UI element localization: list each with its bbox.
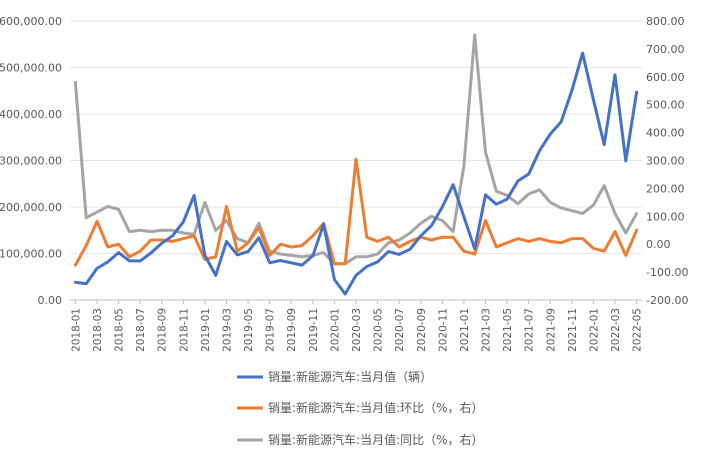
x-axis-tick-label: 2019-07: [265, 308, 277, 352]
left-axis-tick-label: 100,000.00: [0, 248, 62, 261]
right-axis-tick-label: 700.00: [646, 43, 685, 56]
x-axis-tick-label: 2020-07: [394, 308, 406, 352]
x-axis-tick-label: 2018-05: [114, 308, 126, 352]
legend: 销量:新能源汽车:当月值（辆） 销量:新能源汽车:当月值:环比（%，右） 销量:新能…: [237, 369, 484, 447]
right-axis-ticks: -200.00 -100.00 0.00 100.00 200.00 300.00 400.…: [646, 15, 688, 307]
x-axis-tick-label: 2019-09: [286, 308, 298, 352]
series-line-2: [73, 157, 639, 267]
left-axis-tick-label: 0.00: [38, 294, 63, 307]
x-axis-tick-label: 2018-09: [157, 308, 169, 352]
right-axis-tick-label: 500.00: [646, 99, 685, 112]
x-axis-tick-label: 2021-05: [502, 308, 514, 352]
gridlines: [70, 20, 642, 301]
right-axis-tick-label: 300.00: [646, 155, 685, 168]
x-axis-tick-label: 2020-01: [329, 308, 341, 352]
x-axis-tick-label: 2018-11: [178, 308, 190, 352]
left-axis-tick-label: 300,000.00: [0, 155, 62, 168]
x-axis-tick-label: 2021-03: [481, 308, 493, 352]
x-axis-tick-label: 2020-05: [373, 308, 385, 352]
left-axis-tick-label: 400,000.00: [0, 108, 62, 121]
series-lines: [73, 33, 639, 296]
x-axis-tick-label: 2019-03: [221, 308, 233, 352]
x-axis-tick-label: 2021-01: [459, 308, 471, 352]
left-axis-tick-label: 600,000.00: [0, 15, 62, 28]
x-axis-tick-label: 2020-09: [416, 308, 428, 352]
x-axis-tick-label: 2019-01: [200, 308, 212, 352]
legend-label: 销量:新能源汽车:当月值:环比（%，右）: [268, 400, 484, 415]
x-axis-tick-label: 2018-03: [92, 308, 104, 352]
x-axis-tick-label: 2018-07: [135, 308, 147, 352]
left-axis-ticks: 0.00 100,000.00 200,000.00 300,000.00 400,00…: [0, 15, 62, 307]
x-axis-tick-label: 2022-03: [610, 308, 622, 352]
x-axis-tick-label: 2021-09: [545, 308, 557, 352]
left-axis-tick-label: 500,000.00: [0, 62, 62, 75]
x-axis-tick-label: 2018-01: [70, 308, 82, 352]
x-axis-tick-label: 2021-11: [567, 308, 579, 352]
legend-item-3: 销量:新能源汽车:当月值:同比（%，右）: [237, 432, 484, 447]
x-axis-tick-label: 2022-01: [588, 308, 600, 352]
right-axis-tick-label: -100.00: [646, 266, 688, 279]
x-axis-tick-label: 2019-11: [308, 308, 320, 352]
series-line-3: [73, 33, 639, 266]
series-line-1: [73, 51, 639, 296]
left-axis-tick-label: 200,000.00: [0, 201, 62, 214]
right-axis-tick-label: 100.00: [646, 210, 685, 223]
right-axis-tick-label: 0.00: [646, 238, 671, 251]
x-axis-tick-label: 2020-03: [351, 308, 363, 352]
x-axis-tick-label: 2021-07: [524, 308, 536, 352]
right-axis-tick-label: 600.00: [646, 71, 685, 84]
x-axis-tick-label: 2022-05: [632, 308, 644, 352]
right-axis-tick-label: 400.00: [646, 127, 685, 140]
right-axis-tick-label: -200.00: [646, 294, 688, 307]
right-axis-tick-label: 200.00: [646, 182, 685, 195]
x-axis-tick-label: 2019-05: [243, 308, 255, 352]
legend-label: 销量:新能源汽车:当月值（辆）: [268, 369, 432, 384]
x-axis-tick-label: 2020-11: [437, 308, 449, 352]
legend-item-1: 销量:新能源汽车:当月值（辆）: [237, 369, 432, 384]
legend-item-2: 销量:新能源汽车:当月值:环比（%，右）: [237, 400, 484, 415]
right-axis-tick-label: 800.00: [646, 15, 685, 28]
legend-label: 销量:新能源汽车:当月值:同比（%，右）: [268, 432, 484, 447]
x-axis-ticks: 2018-01 2018-03 2018-05 2018-07 2018-09 2018-…: [70, 300, 644, 352]
